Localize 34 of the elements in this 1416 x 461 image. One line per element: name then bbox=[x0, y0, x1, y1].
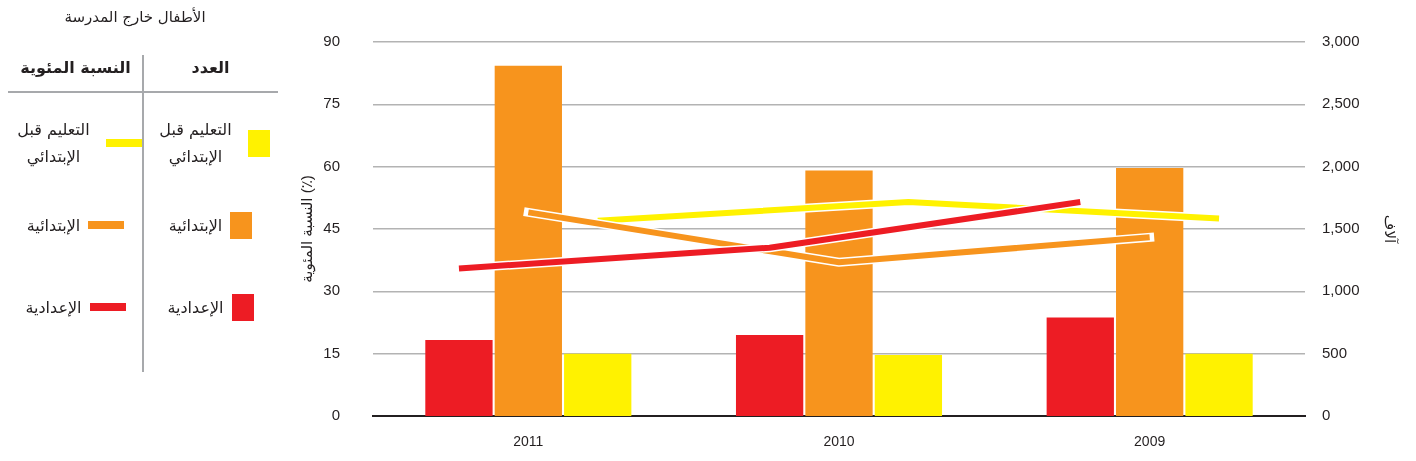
x-tick-label: 2011 bbox=[513, 433, 544, 450]
bar bbox=[564, 353, 632, 416]
y2-tick-label: 500 bbox=[1322, 343, 1348, 361]
legend-label: الإعدادية bbox=[167, 296, 224, 319]
y-axis-title: النسبة المئوية (٪) bbox=[298, 175, 317, 283]
legend-label: الإعدادية bbox=[25, 296, 82, 319]
y2-tick-label: 1,000 bbox=[1322, 281, 1360, 299]
y-tick-label: 60 bbox=[323, 156, 340, 174]
bar bbox=[874, 354, 943, 416]
y-tick-label: 90 bbox=[323, 32, 340, 50]
x-tick-label: 2009 bbox=[1134, 433, 1166, 450]
bar bbox=[735, 334, 804, 416]
legend-label: الإبتدائية bbox=[26, 214, 81, 237]
y2-tick-label: 2,500 bbox=[1322, 94, 1360, 112]
y2-tick-label: 0 bbox=[1322, 406, 1331, 424]
y-tick-label: 45 bbox=[323, 219, 340, 237]
y-tick-label: 15 bbox=[323, 343, 340, 361]
y2-axis-title: آلاف bbox=[1381, 214, 1399, 244]
y2-tick-label: 2,000 bbox=[1322, 156, 1360, 174]
x-tick-label: 2010 bbox=[823, 433, 855, 450]
legend-label: التعليم قبل الإبتدائي bbox=[16, 119, 91, 169]
legend-title: الأطفال خارج المدرسة bbox=[63, 6, 207, 28]
y-tick-label: 30 bbox=[323, 281, 340, 299]
text: العدد bbox=[191, 57, 230, 79]
bar bbox=[1185, 353, 1253, 416]
bar bbox=[1046, 317, 1114, 416]
y2-tick-label: 3,000 bbox=[1322, 32, 1360, 50]
y2-tick-label: 1,500 bbox=[1322, 219, 1360, 237]
bar bbox=[425, 339, 493, 416]
text: النسبة المئوية bbox=[20, 57, 131, 79]
legend-label: الإبتدائية bbox=[168, 214, 223, 237]
legend-label: التعليم قبل الإبتدائي bbox=[158, 119, 233, 169]
y-tick-label: 0 bbox=[331, 406, 340, 424]
y-tick-label: 75 bbox=[323, 94, 340, 112]
